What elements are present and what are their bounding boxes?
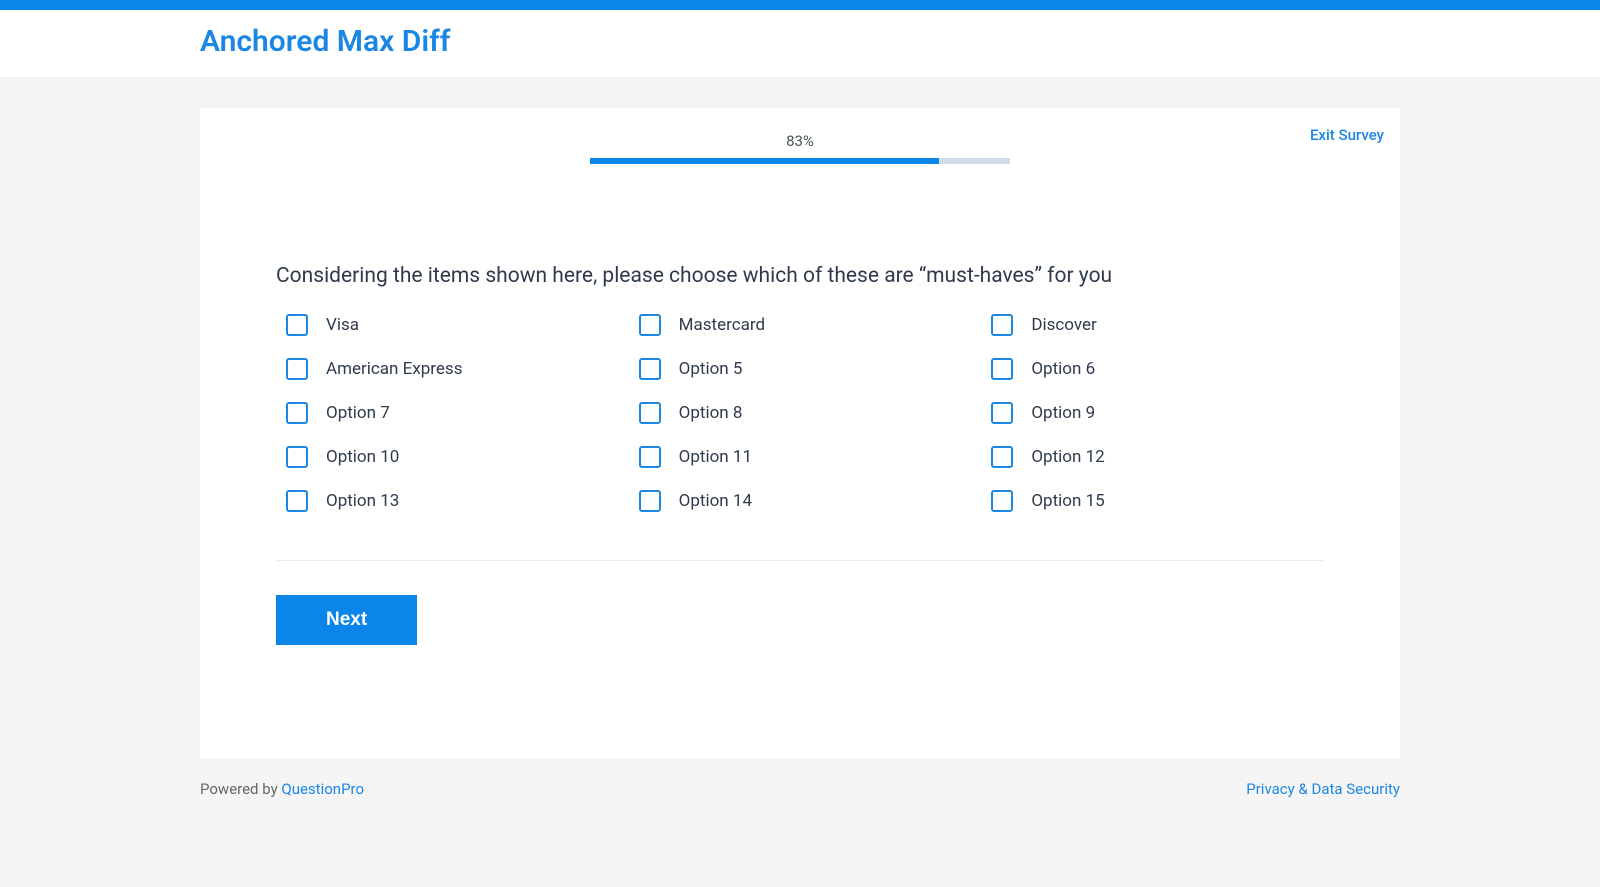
page-header: Anchored Max Diff <box>0 10 1600 78</box>
option-label: Option 14 <box>679 491 752 511</box>
option-checkbox[interactable] <box>639 358 661 380</box>
option-checkbox[interactable] <box>991 490 1013 512</box>
option-label: Option 13 <box>326 491 399 511</box>
exit-survey-link[interactable]: Exit Survey <box>1310 126 1384 144</box>
question-text: Considering the items shown here, please… <box>276 264 1324 288</box>
option-label: Option 15 <box>1031 491 1104 511</box>
option-item[interactable]: Option 12 <box>991 446 1324 468</box>
option-item[interactable]: Option 9 <box>991 402 1324 424</box>
option-checkbox[interactable] <box>991 402 1013 424</box>
option-item[interactable]: Option 6 <box>991 358 1324 380</box>
option-label: Option 11 <box>679 447 752 467</box>
powered-by: Powered by QuestionPro <box>200 780 364 798</box>
options-grid: Visa Mastercard Discover American Express Op… <box>276 314 1324 512</box>
option-label: Option 5 <box>679 359 743 379</box>
next-button[interactable]: Next <box>276 595 417 645</box>
option-item[interactable]: Option 11 <box>639 446 972 468</box>
option-label: Discover <box>1031 315 1096 335</box>
option-checkbox[interactable] <box>991 446 1013 468</box>
option-item[interactable]: Option 13 <box>286 490 619 512</box>
section-divider <box>276 560 1324 561</box>
progress-bar-fill <box>590 158 939 164</box>
option-item[interactable]: Mastercard <box>639 314 972 336</box>
option-label: Option 10 <box>326 447 399 467</box>
option-checkbox[interactable] <box>286 446 308 468</box>
progress-percent-label: 83% <box>590 132 1010 150</box>
option-label: Option 6 <box>1031 359 1095 379</box>
option-item[interactable]: American Express <box>286 358 619 380</box>
option-item[interactable]: Option 10 <box>286 446 619 468</box>
option-item[interactable]: Option 8 <box>639 402 972 424</box>
powered-by-prefix: Powered by <box>200 780 281 798</box>
top-accent-bar <box>0 0 1600 10</box>
option-checkbox[interactable] <box>286 490 308 512</box>
survey-card: Exit Survey 83% Considering the items sh… <box>200 108 1400 758</box>
option-item[interactable]: Option 7 <box>286 402 619 424</box>
option-checkbox[interactable] <box>639 402 661 424</box>
option-label: Option 8 <box>679 403 743 423</box>
option-checkbox[interactable] <box>639 314 661 336</box>
option-label: American Express <box>326 359 462 379</box>
option-checkbox[interactable] <box>991 358 1013 380</box>
option-item[interactable]: Visa <box>286 314 619 336</box>
option-item[interactable]: Discover <box>991 314 1324 336</box>
page-footer: Powered by QuestionPro Privacy & Data Se… <box>200 758 1400 820</box>
option-checkbox[interactable] <box>286 314 308 336</box>
option-item[interactable]: Option 14 <box>639 490 972 512</box>
option-label: Option 9 <box>1031 403 1095 423</box>
progress-bar-track <box>590 158 1010 164</box>
option-checkbox[interactable] <box>286 402 308 424</box>
option-item[interactable]: Option 5 <box>639 358 972 380</box>
option-label: Option 7 <box>326 403 390 423</box>
option-label: Mastercard <box>679 315 765 335</box>
option-checkbox[interactable] <box>991 314 1013 336</box>
option-label: Visa <box>326 315 359 335</box>
option-checkbox[interactable] <box>639 446 661 468</box>
progress-section: 83% <box>590 128 1010 164</box>
option-item[interactable]: Option 15 <box>991 490 1324 512</box>
privacy-link[interactable]: Privacy & Data Security <box>1246 780 1400 798</box>
option-checkbox[interactable] <box>286 358 308 380</box>
powered-by-brand-link[interactable]: QuestionPro <box>281 780 364 798</box>
page-title: Anchored Max Diff <box>200 24 1400 59</box>
option-checkbox[interactable] <box>639 490 661 512</box>
option-label: Option 12 <box>1031 447 1104 467</box>
